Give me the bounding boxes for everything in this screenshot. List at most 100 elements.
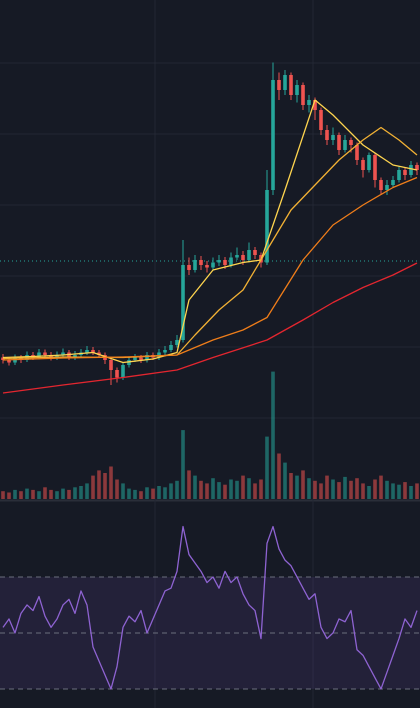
volume-bar <box>55 491 59 499</box>
candle-body <box>307 100 311 105</box>
volume-bar <box>283 462 287 499</box>
candle-body <box>367 155 371 170</box>
volume-bar <box>295 475 299 499</box>
volume-bar <box>385 480 389 499</box>
volume-bar <box>121 483 125 499</box>
volume-bar <box>319 483 323 499</box>
volume-bar <box>355 478 359 499</box>
candle-body <box>205 265 209 268</box>
candle-body <box>235 255 239 258</box>
volume-bar <box>193 475 197 499</box>
candle-body <box>55 355 59 358</box>
volume-bar <box>205 483 209 499</box>
volume-bar <box>343 476 347 499</box>
volume-bar <box>85 483 89 499</box>
candle-body <box>301 85 305 105</box>
volume-bar <box>37 491 41 499</box>
volume-bar <box>25 488 29 499</box>
volume-bar <box>7 492 11 499</box>
rsi-line <box>2 525 418 690</box>
volume-bar <box>31 489 35 499</box>
volume-bar <box>217 482 221 499</box>
candle-body <box>109 360 113 370</box>
volume-bar <box>265 436 269 499</box>
candle-body <box>253 250 257 255</box>
volume-bar <box>415 483 419 499</box>
volume-bar <box>1 491 5 499</box>
moving-average <box>2 176 418 361</box>
volume-bar <box>277 453 281 499</box>
volume-bar <box>157 486 161 499</box>
volume-bar <box>337 482 341 499</box>
candle-body <box>343 140 347 150</box>
volume-bar <box>151 488 155 499</box>
volume-bar <box>145 487 149 499</box>
volume-bar <box>307 478 311 499</box>
candle-body <box>409 165 413 175</box>
volume-bar <box>49 489 53 499</box>
volume-bar <box>181 430 185 499</box>
volume-bar <box>169 483 173 499</box>
volume-bar <box>391 483 395 499</box>
volume-bar <box>67 489 71 499</box>
volume-bar <box>133 489 137 499</box>
candle-body <box>199 260 203 265</box>
candle-body <box>7 360 11 363</box>
volume-bar <box>331 479 335 499</box>
candle-body <box>349 140 353 145</box>
volume-bar <box>79 486 83 499</box>
volume-bar <box>115 479 119 499</box>
candle-body <box>73 355 77 358</box>
volume-bar <box>139 491 143 499</box>
moving-average <box>2 262 418 394</box>
volume-bar <box>109 466 113 499</box>
candle-body <box>247 250 251 260</box>
candle-body <box>1 357 5 360</box>
volume-bar <box>253 483 257 499</box>
candle-body <box>211 262 215 268</box>
candle-body <box>283 75 287 90</box>
volume-bar <box>289 473 293 499</box>
candle-body <box>391 180 395 185</box>
volume-bar <box>97 470 101 499</box>
volume-bar <box>247 478 251 499</box>
volume-bar <box>373 479 377 499</box>
volume-bar <box>73 487 77 499</box>
volume-bar <box>163 487 167 499</box>
volume-bar <box>301 470 305 499</box>
candle-body <box>355 145 359 160</box>
volume-bar <box>367 486 371 499</box>
volume-bar <box>409 486 413 499</box>
volume-bar <box>361 483 365 499</box>
candle-body <box>97 352 101 355</box>
candle-body <box>379 180 383 190</box>
candle-body <box>121 365 125 378</box>
volume-bar <box>175 480 179 499</box>
candle-body <box>397 170 401 180</box>
candle-body <box>163 350 167 353</box>
candle-body <box>313 100 317 110</box>
candle-body <box>403 170 407 175</box>
volume-bar <box>187 470 191 499</box>
candle-body <box>37 352 41 358</box>
candle-body <box>241 255 245 260</box>
candle-body <box>43 352 47 355</box>
volume-bar <box>325 475 329 499</box>
candle-body <box>193 260 197 270</box>
candle-body <box>145 355 149 360</box>
candle-body <box>181 265 185 340</box>
candle-body <box>157 352 161 358</box>
candle-body <box>115 370 119 378</box>
candle-body <box>415 165 419 170</box>
volume-bar <box>403 482 407 499</box>
candle-body <box>385 185 389 190</box>
candle-body <box>91 350 95 353</box>
candle-body <box>229 257 233 265</box>
candle-body <box>289 75 293 95</box>
volume-bar <box>271 371 275 499</box>
candle-body <box>337 135 341 150</box>
volume-bar <box>223 484 227 499</box>
volume-bar <box>61 488 65 499</box>
